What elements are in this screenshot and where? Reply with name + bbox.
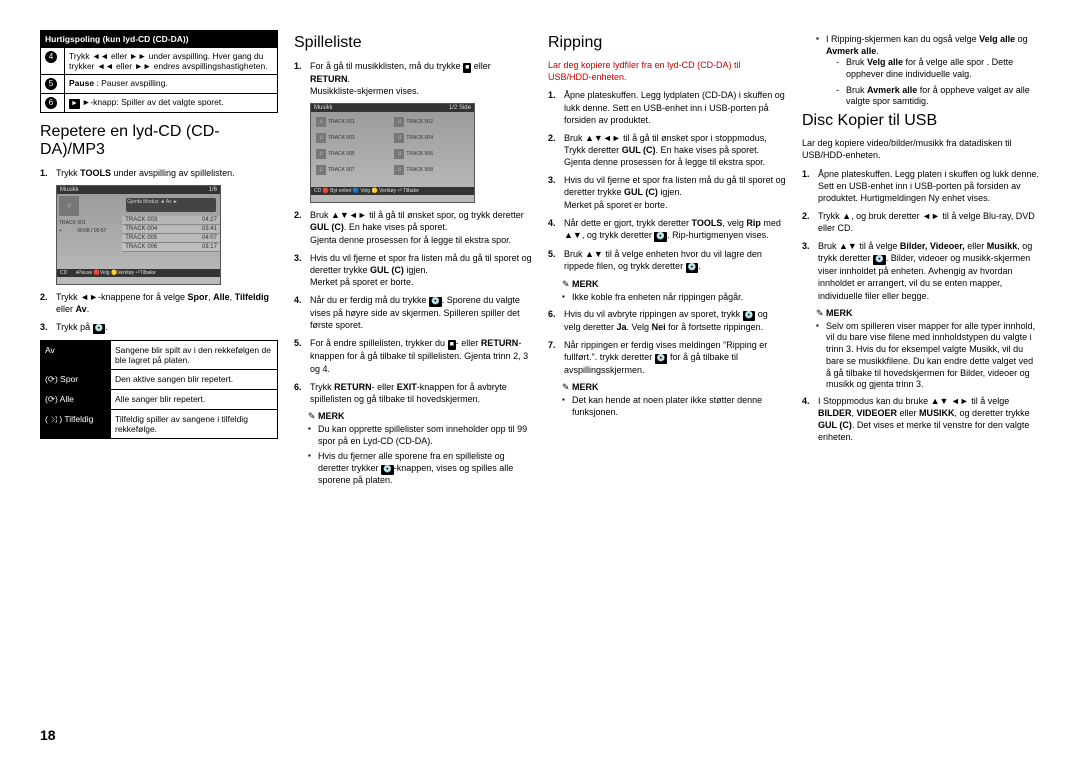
merk-1-1: Du kan opprette spillelister som innehol… (308, 424, 532, 447)
ripping-steps-cont: Hvis du vil avbryte rippingen av sporet,… (548, 308, 786, 376)
rip-step-3: Hvis du vil fjerne et spor fra listen må… (548, 174, 786, 210)
repeat-step-3: Trykk på 💿. (40, 321, 278, 334)
playlist-steps: For å gå til musikklisten, må du trykke … (294, 60, 532, 97)
ripping-steps: Åpne plateskuffen. Legg lydplaten (CD-DA… (548, 89, 786, 273)
playlist-heading: Spilleliste (294, 34, 532, 52)
dc-step-4: I Stoppmodus kan du bruke ▲▼ ◄► til å ve… (802, 395, 1040, 444)
playlist-step-5: For å endre spillelisten, trykker du ■- … (294, 337, 532, 374)
ff-header: Hurtigspoling (kun lyd-CD (CD-DA)) (41, 31, 278, 48)
playlist-step-2: Bruk ▲▼◄► til å gå til ønsket spor, og t… (294, 209, 532, 245)
diskcopy-steps-cont: I Stoppmodus kan du bruke ▲▼ ◄► til å ve… (802, 395, 1040, 444)
ripping-intro: Lar deg kopiere lydfiler fra en lyd-CD (… (548, 60, 786, 83)
merk-label-4: MERK (816, 308, 1040, 319)
rip-step-6: Hvis du vil avbryte rippingen av sporet,… (548, 308, 786, 333)
merk-2-1: Ikke koble fra enheten når rippingen påg… (562, 292, 786, 304)
rip-extra-1a: Bruk Velg alle for å velge alle spor . D… (836, 57, 1040, 80)
column-2: Spilleliste For å gå til musikklisten, m… (294, 30, 532, 491)
diskcopy-heading: Disc Kopier til USB (802, 112, 1040, 130)
repeat-step-2: Trykk ◄►-knappene for å velge Spor, Alle… (40, 291, 278, 315)
merk-4-1: Selv om spilleren viser mapper for alle … (816, 321, 1040, 391)
dc-step-3: Bruk ▲▼ til å velge Bilder, Videoer, ell… (802, 240, 1040, 302)
dc-step-2: Trykk ▲, og bruk deretter ◄► til å velge… (802, 210, 1040, 234)
fastforward-table: Hurtigspoling (kun lyd-CD (CD-DA)) 4 Try… (40, 30, 278, 113)
rip-step-4: Når dette er gjort, trykk deretter TOOLS… (548, 217, 786, 242)
mode-table: AvSangene blir spilt av i den rekkefølge… (40, 340, 278, 439)
ui-screenshot-2: Musikk1/2 Side ♫TRACK 001 ♫TRACK 002 ♫TR… (310, 103, 475, 203)
merk-label-1: MERK (308, 411, 532, 422)
diskcopy-steps: Åpne plateskuffen. Legg platen i skuffen… (802, 168, 1040, 302)
repeat-step-1: Trykk TOOLS under avspilling av spilleli… (40, 167, 278, 179)
page-number: 18 (40, 727, 56, 743)
ripping-extra: I Ripping-skjermen kan du også velge Vel… (802, 34, 1040, 108)
merk-1-2: Hvis du fjerner alle sporene fra en spil… (308, 451, 532, 486)
merk-label-3: MERK (562, 382, 786, 393)
rip-step-7: Når rippingen er ferdig vises meldingen … (548, 339, 786, 376)
rip-extra-1: I Ripping-skjermen kan du også velge Vel… (816, 34, 1040, 108)
playlist-step-6: Trykk RETURN- eller EXIT-knappen for å a… (294, 381, 532, 405)
merk-list-2: Ikke koble fra enheten når rippingen påg… (548, 292, 786, 304)
column-3: Ripping Lar deg kopiere lydfiler fra en … (548, 30, 786, 491)
column-1: Hurtigspoling (kun lyd-CD (CD-DA)) 4 Try… (40, 30, 278, 491)
merk-list-1: Du kan opprette spillelister som innehol… (294, 424, 532, 487)
merk-label-2: MERK (562, 279, 786, 290)
ui-screenshot-1: Musikk1/6 ♫ TRACK 001 + 00:08 / 05:57 Gj… (56, 185, 221, 285)
ff-row6: ►►-knapp: Spiller av det valgte sporet. (65, 94, 278, 113)
playlist-steps-cont: Bruk ▲▼◄► til å gå til ønsket spor, og t… (294, 209, 532, 405)
rip-extra-1b: Bruk Avmerk alle for å oppheve valget av… (836, 85, 1040, 108)
playlist-step-3: Hvis du vil fjerne et spor fra listen må… (294, 252, 532, 288)
rip-step-2: Bruk ▲▼◄► til å gå til ønsket spor i sto… (548, 132, 786, 168)
playlist-step-1: For å gå til musikklisten, må du trykke … (294, 60, 532, 97)
repeat-steps: Trykk TOOLS under avspilling av spilleli… (40, 167, 278, 179)
ff-row4: Trykk ◄◄ eller ►► under avspilling. Hver… (65, 48, 278, 75)
ripping-heading: Ripping (548, 34, 786, 52)
rip-step-5: Bruk ▲▼ til å velge enheten hvor du vil … (548, 248, 786, 273)
merk-list-4: Selv om spilleren viser mapper for alle … (802, 321, 1040, 391)
playlist-step-4: Når du er ferdig må du trykke 💿. Sporene… (294, 294, 532, 331)
repeat-heading: Repetere en lyd-CD (CD-DA)/MP3 (40, 123, 278, 159)
diskcopy-intro: Lar deg kopiere video/bilder/musikk fra … (802, 138, 1040, 161)
rip-step-1: Åpne plateskuffen. Legg lydplaten (CD-DA… (548, 89, 786, 125)
dc-step-1: Åpne plateskuffen. Legg platen i skuffen… (802, 168, 1040, 204)
ff-row5: Pause : Pauser avspilling. (65, 75, 278, 94)
repeat-steps-cont: Trykk ◄►-knappene for å velge Spor, Alle… (40, 291, 278, 334)
merk-list-3: Det kan hende at noen plater ikke støtte… (548, 395, 786, 418)
column-4: I Ripping-skjermen kan du også velge Vel… (802, 30, 1040, 491)
merk-3-1: Det kan hende at noen plater ikke støtte… (562, 395, 786, 418)
